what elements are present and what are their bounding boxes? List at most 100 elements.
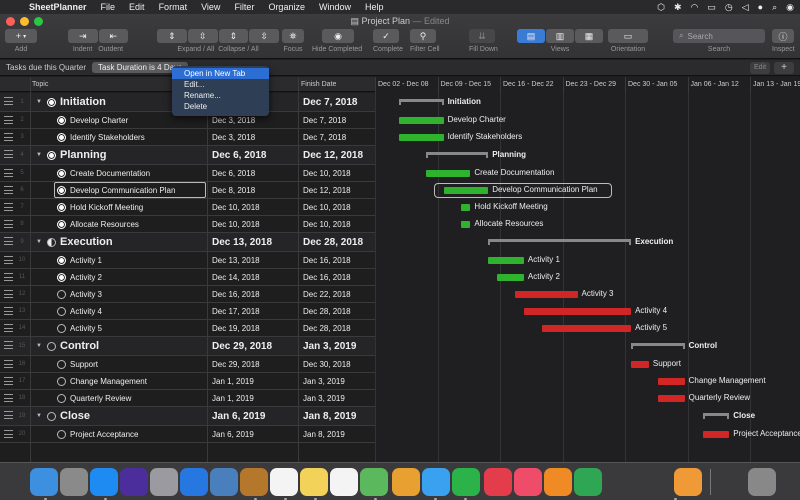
search-icon[interactable]: ⌕ — [772, 1, 778, 12]
menu-item-delete[interactable]: Delete — [184, 102, 208, 111]
menu-filter[interactable]: Filter — [234, 2, 255, 12]
pages-icon[interactable] — [674, 468, 702, 496]
topic-cell[interactable]: Change Management — [70, 377, 147, 386]
topic-cell[interactable]: Develop Communication Plan — [70, 186, 176, 195]
table-group-row[interactable]: 9 ▼ Execution Dec 13, 2018 Dec 28, 2018 — [0, 233, 375, 252]
topic-cell[interactable]: Hold Kickoff Meeting — [70, 203, 144, 212]
complete-button[interactable]: ✓ — [373, 29, 399, 43]
status-checkbox[interactable] — [57, 203, 66, 212]
finish-date-cell[interactable]: Dec 28, 2018 — [303, 307, 351, 316]
disclosure-triangle-icon[interactable]: ▼ — [36, 99, 42, 105]
table-row[interactable]: 7 Hold Kickoff Meeting Dec 10, 2018 Dec 10,… — [0, 199, 375, 216]
table-row[interactable]: 6 Develop Communication Plan Dec 8, 2018 De… — [0, 182, 375, 199]
siri-icon[interactable]: ◉ — [786, 1, 794, 12]
status-checkbox[interactable] — [57, 324, 66, 333]
column-header-finish[interactable]: Finish Date — [299, 77, 375, 92]
status-checkbox[interactable] — [57, 377, 66, 386]
orientation-button[interactable]: ▭ — [608, 29, 648, 43]
start-date-cell[interactable]: Dec 19, 2018 — [212, 324, 260, 333]
topic-cell[interactable]: Allocate Resources — [70, 220, 139, 229]
view-outline-button[interactable]: ▤ — [517, 29, 545, 43]
filter-cell-button[interactable]: ⚲ — [410, 29, 436, 43]
gantt-task-bar[interactable] — [541, 325, 632, 332]
gantt-summary-bar[interactable] — [398, 99, 444, 105]
status-checkbox[interactable] — [47, 238, 56, 247]
menu-app-name[interactable]: SheetPlanner — [29, 2, 87, 12]
app-store-icon[interactable] — [90, 468, 118, 496]
close-window-button[interactable] — [6, 17, 15, 26]
status-checkbox[interactable] — [57, 307, 66, 316]
disclosure-triangle-icon[interactable]: ▼ — [36, 239, 42, 245]
gantt-task-bar[interactable] — [523, 308, 632, 315]
topic-cell[interactable]: Execution — [60, 236, 113, 248]
user-icon[interactable]: ● — [757, 2, 764, 12]
finish-date-cell[interactable]: Jan 8, 2019 — [303, 411, 357, 422]
minimize-window-button[interactable] — [20, 17, 29, 26]
start-date-cell[interactable]: Dec 10, 2018 — [212, 203, 260, 212]
start-date-cell[interactable]: Dec 29, 2018 — [212, 360, 260, 369]
finish-date-cell[interactable]: Jan 3, 2019 — [303, 394, 345, 403]
messages-icon[interactable] — [422, 468, 450, 496]
launchpad-icon[interactable] — [150, 468, 178, 496]
inspect-button[interactable]: ⓘ — [772, 29, 794, 43]
system-preferences-icon[interactable] — [60, 468, 88, 496]
airplay-icon[interactable]: ▭ — [707, 1, 716, 12]
fill-down-button[interactable]: ⇊ — [469, 29, 495, 43]
focus-button[interactable]: ⛯ — [282, 29, 304, 43]
expand-button[interactable]: ⇕ — [157, 29, 187, 43]
gantt-task-bar[interactable] — [497, 274, 524, 281]
status-checkbox[interactable] — [57, 394, 66, 403]
view-gantt-button[interactable]: ▥ — [546, 29, 574, 43]
table-row[interactable]: 10 Activity 1 Dec 13, 2018 Dec 16, 2018 — [0, 252, 375, 269]
row-drag-handle-icon[interactable] — [4, 273, 13, 281]
photos-icon[interactable] — [392, 468, 420, 496]
status-checkbox[interactable] — [57, 360, 66, 369]
row-drag-handle-icon[interactable] — [4, 116, 13, 124]
gantt-task-bar[interactable] — [631, 361, 649, 368]
gantt-summary-bar[interactable] — [631, 343, 685, 349]
disclosure-triangle-icon[interactable]: ▼ — [36, 413, 42, 419]
notes-icon[interactable] — [300, 468, 328, 496]
topic-cell[interactable]: Develop Charter — [70, 116, 129, 125]
table-row[interactable]: 2 Develop Charter Dec 3, 2018 Dec 7, 2018 — [0, 112, 375, 129]
start-date-cell[interactable]: Dec 3, 2018 — [212, 116, 256, 125]
expand-all-button[interactable]: ⇳ — [187, 29, 218, 43]
menu-window[interactable]: Window — [318, 2, 351, 12]
row-drag-handle-icon[interactable] — [4, 133, 13, 141]
row-drag-handle-icon[interactable] — [4, 169, 13, 177]
zoom-window-button[interactable] — [34, 17, 43, 26]
finish-date-cell[interactable]: Dec 22, 2018 — [303, 290, 351, 299]
add-button[interactable]: + ▾ — [5, 29, 37, 43]
topic-cell[interactable]: Activity 1 — [70, 256, 103, 265]
row-drag-handle-icon[interactable] — [4, 97, 13, 105]
row-drag-handle-icon[interactable] — [4, 290, 13, 298]
menu-edit[interactable]: Edit — [129, 2, 145, 12]
finish-date-cell[interactable]: Dec 10, 2018 — [303, 203, 351, 212]
start-date-cell[interactable]: Jan 6, 2019 — [212, 411, 266, 422]
status-checkbox[interactable] — [47, 342, 56, 351]
start-date-cell[interactable]: Jan 1, 2019 — [212, 394, 254, 403]
finish-date-cell[interactable]: Jan 3, 2019 — [303, 377, 345, 386]
table-group-row[interactable]: 19 ▼ Close Jan 6, 2019 Jan 8, 2019 — [0, 407, 375, 426]
gantt-task-bar[interactable] — [657, 378, 685, 385]
topic-cell[interactable]: Support — [70, 360, 99, 369]
status-checkbox[interactable] — [47, 412, 56, 421]
status-checkbox[interactable] — [57, 256, 66, 265]
row-drag-handle-icon[interactable] — [4, 360, 13, 368]
table-group-row[interactable]: 15 ▼ Control Dec 29, 2018 Jan 3, 2019 — [0, 337, 375, 356]
books-icon[interactable] — [544, 468, 572, 496]
outdent-button[interactable]: ⇤ — [98, 29, 128, 43]
start-date-cell[interactable]: Jan 1, 2019 — [212, 377, 254, 386]
bluetooth-icon[interactable]: ✱ — [673, 1, 682, 12]
book-icon[interactable] — [240, 468, 268, 496]
gantt-summary-bar[interactable] — [425, 152, 489, 158]
finish-date-cell[interactable]: Dec 16, 2018 — [303, 256, 351, 265]
table-row[interactable]: 11 Activity 2 Dec 14, 2018 Dec 16, 2018 — [0, 269, 375, 286]
time-machine-icon[interactable]: ◷ — [724, 1, 733, 12]
start-date-cell[interactable]: Dec 13, 2018 — [212, 237, 273, 248]
topic-cell[interactable]: Initiation — [60, 96, 106, 108]
news-icon[interactable] — [484, 468, 512, 496]
topic-cell[interactable]: Create Documentation — [70, 169, 151, 178]
start-date-cell[interactable]: Jan 6, 2019 — [212, 430, 254, 439]
dropbox-icon[interactable]: ⬡ — [657, 1, 665, 12]
